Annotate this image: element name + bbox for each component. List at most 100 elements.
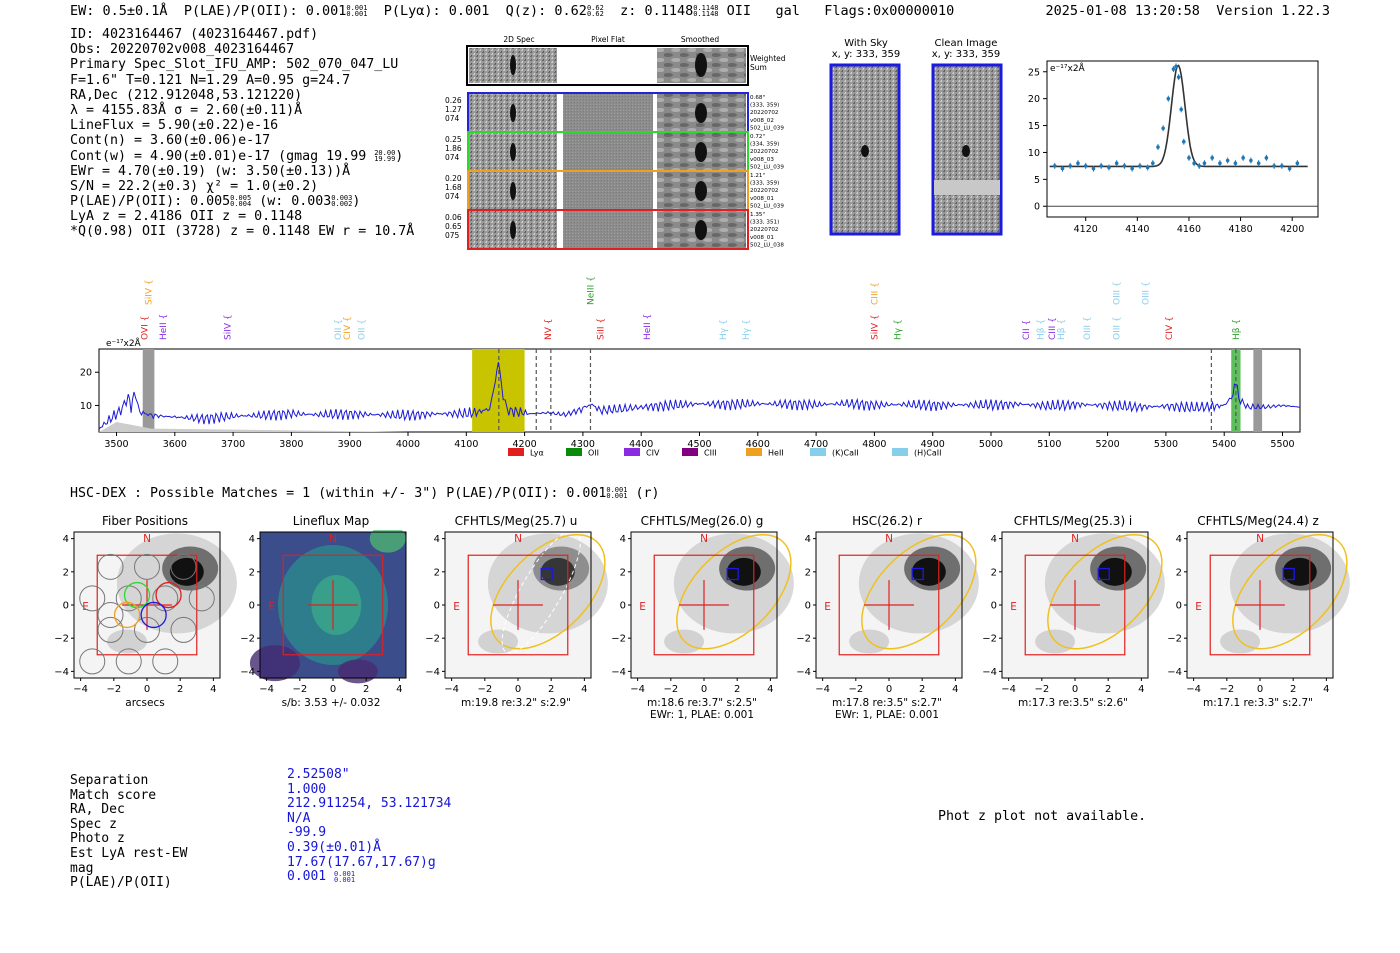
cutout-x-tick-label: 4 — [581, 684, 587, 695]
cutout-title: HSC(26.2) r — [852, 514, 922, 528]
cutout-x-tick-label: 2 — [734, 684, 740, 695]
emission-line-label: OIII { — [1112, 281, 1122, 305]
cutout-x-tick-label: −4 — [1001, 684, 1016, 695]
cutout-y-tick-label: −2 — [796, 634, 811, 645]
cutout-y-tick-label: 0 — [63, 601, 69, 612]
fit-y-tick-label: 25 — [1028, 67, 1040, 78]
emission-line-label: OII { — [334, 319, 344, 340]
fiber-left-label: 0.65 — [445, 222, 462, 231]
gaussian-fit-curve — [1049, 64, 1308, 168]
fit-data-point — [1264, 156, 1269, 160]
cutout-y-tick-label: 2 — [249, 567, 255, 578]
fit-data-point — [1166, 96, 1171, 101]
cutout-y-tick-label: −4 — [796, 667, 811, 678]
fit-x-tick-label: 4140 — [1125, 224, 1149, 235]
fiber-right-label: 502_LU_039 — [750, 203, 784, 209]
cutout-y-tick-label: −4 — [425, 667, 440, 678]
fiber-region-box — [838, 554, 940, 656]
line-blob — [510, 55, 516, 75]
match-separation: 2.52508" — [287, 767, 350, 782]
info-lineflux: LineFlux = 5.90(±0.22)e-16 — [70, 118, 279, 134]
fiber-row-frame — [467, 209, 749, 250]
spec-x-tick-label: 5400 — [1212, 439, 1236, 450]
fiber-right-label: 1.35" — [750, 212, 765, 218]
cutout-image: N E −4 −2 0 2 4 4 2 0 −2 −4 — [982, 531, 1165, 695]
cutout-y-tick-label: −2 — [982, 634, 997, 645]
match-label: Est LyA rest-EW — [70, 845, 188, 861]
north-label: N — [514, 533, 522, 545]
cutout-y-tick-label: 0 — [249, 601, 255, 612]
match-label: Separation — [70, 773, 149, 788]
east-label: E — [268, 601, 275, 613]
cutout-y-tick-label: 2 — [434, 567, 440, 578]
fiber-circle — [97, 601, 124, 628]
emission-line-label: Hβ { — [1037, 319, 1047, 340]
cutout-y-tick-label: 0 — [620, 601, 626, 612]
cutout-title: CFHTLS/Meg(25.7) u — [454, 514, 578, 528]
fiber-circle-red — [155, 581, 182, 609]
cutout-y-tick-label: 4 — [249, 534, 255, 545]
fit-data-point — [1176, 75, 1181, 79]
cutout-x-tick-label: −2 — [106, 684, 121, 695]
fit-y-tick-label: 10 — [1028, 148, 1040, 159]
cutout-y-tick-label: 4 — [1176, 534, 1182, 545]
version: Version 1.22.3 — [1216, 3, 1330, 19]
hsc-match-title: HSC-DEX : Possible Matches = 1 (within +… — [70, 486, 660, 501]
spec-x-tick-label: 4800 — [862, 439, 886, 450]
fit-data-point — [1272, 164, 1276, 168]
spec-x-tick-label: 3600 — [163, 439, 187, 450]
fit-data-point — [1187, 156, 1191, 160]
line-fit-plot: e⁻¹⁷x2Å 4120 4140 4160 4180 4200 0 5 10 15 20 25 — [1028, 60, 1319, 235]
match-box — [1282, 567, 1295, 581]
fiber-circle-orange — [113, 601, 141, 629]
fit-y-tick-label: 0 — [1034, 202, 1040, 213]
masked-band — [1253, 349, 1263, 432]
spec-unit-label: e⁻¹⁷x2Å — [106, 337, 142, 349]
legend-swatch — [624, 448, 640, 456]
cutout-x-tick-label: 0 — [886, 684, 892, 695]
fit-data-point — [1225, 158, 1230, 163]
north-label: N — [1071, 533, 1079, 545]
match-plae: 0.001 0.001 0.001 — [287, 869, 356, 885]
spectrum-frame — [98, 348, 1301, 433]
emission-line-label: OIII { — [1142, 281, 1152, 305]
cutout-y-tick-label: 2 — [805, 567, 811, 578]
cutout-x-tick-label: 4 — [1138, 684, 1144, 695]
fit-data-point — [1107, 165, 1111, 170]
fiber-right-label: 20220702 — [750, 188, 778, 194]
fit-data-point — [1099, 164, 1103, 168]
cutout-image: N E −4 −2 0 2 4 4 2 0 −2 −4 — [611, 531, 794, 695]
spec-x-tick-label: 4600 — [746, 439, 770, 450]
fit-data-point — [1197, 164, 1202, 168]
masked-band — [142, 349, 155, 432]
fiber-right-label: 502_LU_038 — [750, 242, 784, 248]
cutout-y-tick-label: 2 — [63, 567, 69, 578]
cutout-x-tick-label: 4 — [396, 684, 402, 695]
cutout-y-tick-label: 2 — [620, 567, 626, 578]
cutout-x-tick-label: 2 — [1105, 684, 1111, 695]
info-contw: Cont(w) = 4.90(±0.01)e-17 (gmag 19.99 20… — [70, 148, 404, 164]
fiber-region-box — [1024, 554, 1126, 656]
fiber-right-label: 20220702 — [750, 149, 778, 155]
fit-data-point — [1130, 166, 1134, 171]
aperture-ellipse — [676, 533, 792, 650]
fiber-right-label: (334, 359) — [750, 142, 779, 148]
spec-x-tick-label: 5000 — [979, 439, 1003, 450]
pixelflat-col-title: Pixel Flat — [591, 35, 625, 44]
cutout-x-tick-label: −2 — [1034, 684, 1049, 695]
cutout-image: N E −4 −2 0 2 4 4 2 0 −2 −4 — [54, 531, 237, 695]
cutout-y-tick-label: 0 — [805, 601, 811, 612]
fit-y-tick-label: 5 — [1034, 175, 1040, 186]
fiber-circle — [170, 616, 197, 643]
source-blob — [861, 145, 869, 157]
line-blob — [510, 182, 516, 200]
legend-label: (K)CaII — [832, 449, 859, 458]
info-plae: P(LAE)/P(OII): 0.0050.005 0.004 (w: 0.003… — [70, 194, 361, 210]
spec-x-tick-label: 4700 — [804, 439, 828, 450]
cutout-x-tick-label: −4 — [259, 684, 274, 695]
spec-x-tick-label: 5200 — [1096, 439, 1120, 450]
cutout-x-tick-label: 2 — [363, 684, 369, 695]
spec-x-tick-label: 4300 — [571, 439, 595, 450]
